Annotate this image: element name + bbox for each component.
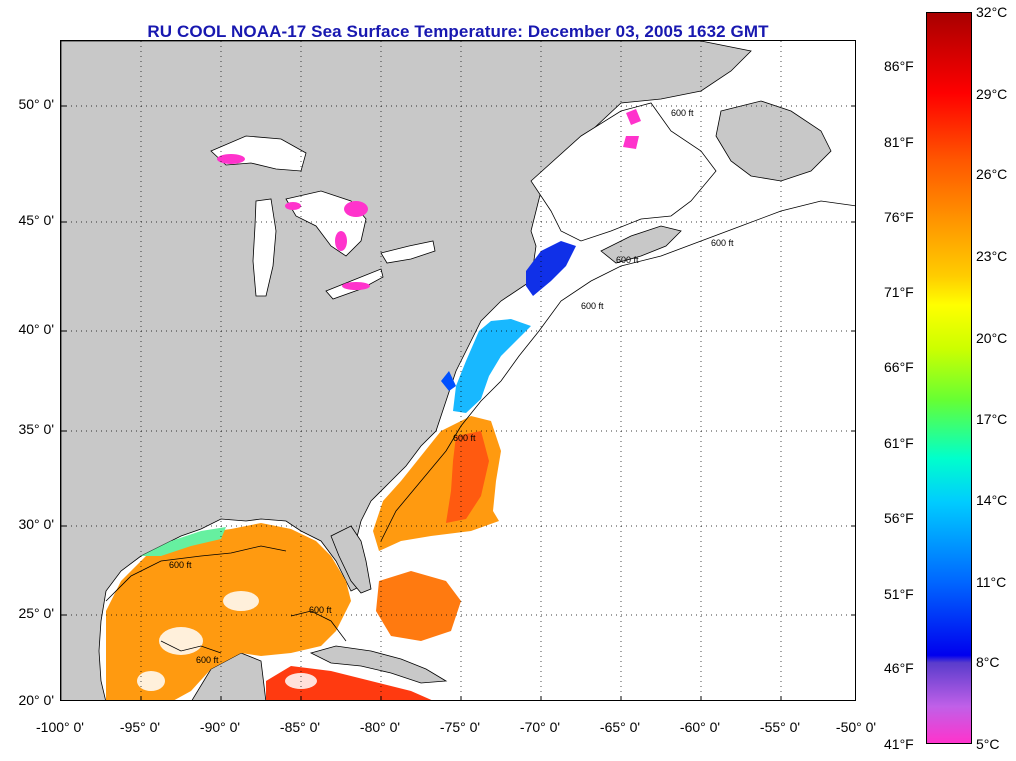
lake-cold-patch [344,201,368,217]
lat-label-50: 50° 0' [18,96,54,112]
colorbar-c-label: 11°C [976,574,1007,590]
contour-label: 600 ft [616,255,639,265]
contour-label: 600 ft [711,238,734,248]
lon-label-70w: -70° 0' [519,719,561,735]
contour-label: 600 ft [169,560,192,570]
colorbar-c-label: 14°C [976,492,1008,508]
st-lawrence-cold [626,109,641,125]
sst-gulf-of-maine [526,241,576,296]
land-florida [330,525,372,594]
lon-label-90w: -90° 0' [199,719,241,735]
temperature-colorbar [926,12,972,744]
axis-ticks [61,105,855,700]
graticule [61,41,855,700]
lat-label-20: 20° 0' [18,692,54,708]
land-cuba [309,645,448,684]
gulf-st-lawrence [530,102,717,242]
lon-label-85w: -85° 0' [279,719,321,735]
contour-label: 600 ft [581,301,604,311]
lon-label-100w: -100° 0' [36,719,84,735]
colorbar-f-label: 61°F [884,435,914,451]
lon-label-75w: -75° 0' [439,719,481,735]
lon-label-60w: -60° 0' [679,719,721,735]
lon-label-80w: -80° 0' [359,719,401,735]
land-yucatan [191,652,267,700]
colorbar-f-label: 76°F [884,209,914,225]
lat-label-45: 45° 0' [18,212,54,228]
colorbar-f-label: 86°F [884,58,914,74]
sst-chesapeake [441,371,456,391]
lake-cold-patch [217,154,245,164]
land-maritimes [600,225,682,264]
lon-label-55w: -55° 0' [759,719,801,735]
lake-cold-patch [335,231,347,251]
colorbar-c-label: 29°C [976,86,1008,102]
colorbar-c-label: 32°C [976,4,1008,20]
sst-gulf-of-mexico [106,523,351,700]
colorbar-c-label: 17°C [976,411,1008,427]
colorbar-c-label: 26°C [976,166,1008,182]
bathymetry-contours [105,200,855,654]
colorbar-f-label: 71°F [884,284,914,300]
lat-label-25: 25° 0' [18,605,54,621]
colorbar-f-label: 56°F [884,510,914,526]
st-lawrence-cold [623,136,639,149]
colorbar-f-label: 41°F [884,736,914,752]
lon-label-65w: -65° 0' [599,719,641,735]
sst-map-canvas: 600 ft 600 ft 600 ft 600 ft 600 ft 600 f… [61,41,855,700]
cloud-gap [137,671,165,691]
colorbar-f-label: 81°F [884,134,914,150]
lon-label-95w: -95° 0' [119,719,161,735]
cloud-gap [223,591,259,611]
lake-cold-patch [285,202,301,210]
sst-gulf-nearshore [141,527,226,556]
sst-gulf-stream-core [446,431,489,523]
lake-cold-patch [342,282,370,290]
colorbar-f-label: 46°F [884,660,914,676]
colorbar-c-label: 8°C [976,654,1000,670]
contour-label: 600 ft [671,108,694,118]
colorbar-c-label: 5°C [976,736,1000,752]
sst-map: 600 ft 600 ft 600 ft 600 ft 600 ft 600 f… [60,40,856,701]
sst-mid-atlantic [453,319,531,413]
lat-label-35: 35° 0' [18,421,54,437]
lake-ontario [380,240,436,264]
map-title: RU COOL NOAA-17 Sea Surface Temperature:… [147,22,769,41]
lake-michigan [252,198,277,297]
contour-label: 600 ft [453,433,476,443]
land-newfoundland [715,100,832,182]
lat-label-40: 40° 0' [18,321,54,337]
lon-label-50w: -50° 0' [835,719,877,735]
colorbar-c-label: 23°C [976,248,1008,264]
colorbar-f-label: 51°F [884,586,914,602]
contour-label: 600 ft [196,655,219,665]
sst-bahamas [376,571,461,641]
contour-label: 600 ft [309,605,332,615]
colorbar-f-label: 66°F [884,359,914,375]
lat-label-30: 30° 0' [18,516,54,532]
colorbar-c-label: 20°C [976,330,1008,346]
contour-labels: 600 ft 600 ft 600 ft 600 ft 600 ft 600 f… [169,108,734,665]
